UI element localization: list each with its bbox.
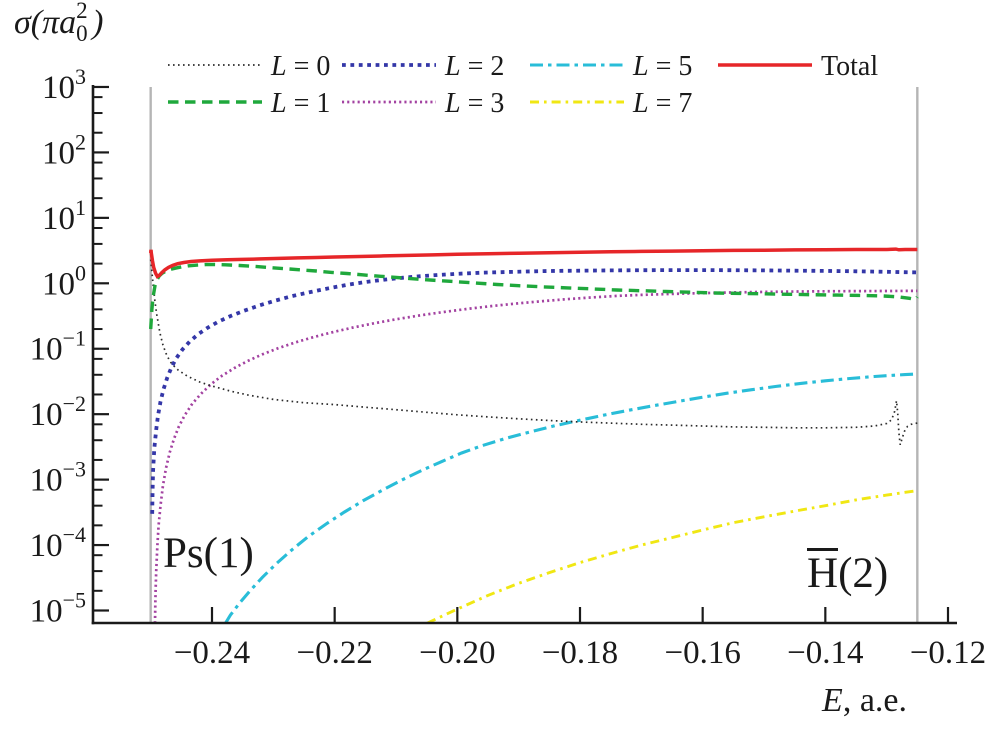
y-tick-label: 100 — [42, 260, 86, 302]
y-tick-label: 10−4 — [30, 522, 86, 564]
axes-group — [91, 85, 957, 625]
y-tick-label: 10−5 — [30, 588, 86, 630]
x-tick-label: −0.14 — [787, 635, 863, 671]
x-tick-label: −0.18 — [542, 635, 618, 671]
x-tick-label: −0.24 — [174, 635, 250, 671]
y-tick-label: 102 — [42, 129, 86, 171]
legend-label-L3: L = 3 — [444, 88, 504, 119]
legend-label-L0: L = 0 — [270, 51, 330, 82]
curve-L1 — [149, 262, 919, 330]
y-tick-label: 10−2 — [30, 391, 86, 433]
legend: L = 0 L = 1 L = 2 L = 3 L = 5 L = 7 Total — [168, 51, 878, 119]
x-title-variable: E — [822, 682, 843, 719]
y-tick-label: 103 — [42, 64, 86, 106]
x-axis-title: E, a.e. — [695, 682, 907, 720]
y-title-prefix: σ(πa — [14, 4, 77, 41]
curve-L7 — [426, 489, 918, 624]
legend-label-L7: L = 7 — [632, 88, 692, 119]
y-tick-label: 10−1 — [30, 326, 86, 368]
curves-group — [148, 247, 919, 624]
threshold-label-ps1: Ps(1) — [163, 530, 254, 577]
legend-label-Total: Total — [821, 51, 878, 82]
curve-L5 — [224, 372, 918, 624]
curve-L2 — [150, 268, 918, 514]
y-title-subscript: 0 — [76, 21, 88, 46]
x-ticks-group: −0.24 −0.22 −0.20 −0.18 −0.16 −0.14 −0.12 — [174, 607, 986, 671]
y-ticks-group: 103 102 101 100 10−1 10−2 10−3 10−4 10−5 — [30, 64, 109, 630]
y-title-superscript: 2 — [76, 0, 88, 23]
legend-label-L5: L = 5 — [632, 51, 692, 82]
threshold-label-hbar2: H(2) — [807, 548, 888, 597]
legend-label-L1: L = 1 — [270, 88, 330, 119]
y-tick-label: 10−3 — [30, 457, 86, 499]
y-title-suffix: ) — [92, 4, 104, 41]
x-tick-label: −0.12 — [910, 635, 986, 671]
x-tick-label: −0.16 — [664, 635, 740, 671]
curve-L3 — [153, 289, 918, 624]
curve-Total — [148, 247, 918, 279]
y-axis-title: σ(πa 2 0) — [14, 0, 104, 46]
legend-label-L2: L = 2 — [444, 51, 504, 82]
y-tick-label: 101 — [42, 195, 86, 237]
x-tick-label: −0.22 — [296, 635, 372, 671]
hbar2-rest: (2) — [838, 550, 889, 597]
x-tick-label: −0.20 — [419, 635, 495, 671]
hbar2-overlined-letter: H — [807, 548, 839, 597]
x-title-units: , a.e. — [842, 682, 907, 719]
